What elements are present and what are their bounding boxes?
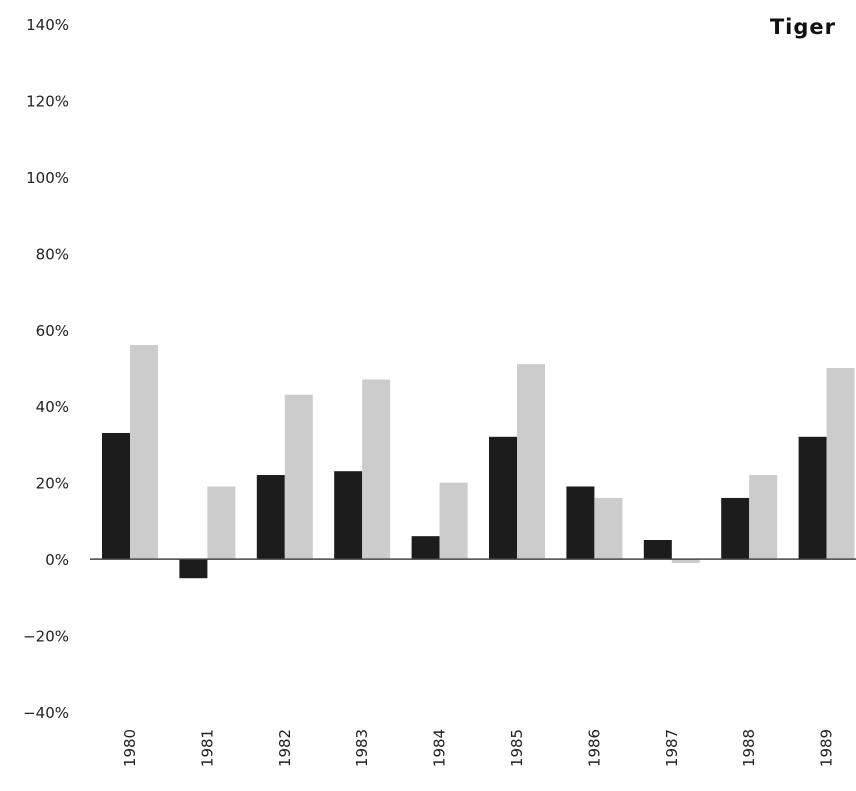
- bar-1988-series-2: [749, 475, 778, 560]
- bar-1987-series-1: [643, 540, 672, 560]
- bar-1985-series-2: [517, 364, 545, 560]
- bar-1984-series-1: [411, 536, 440, 560]
- bar-1981-series-2: [207, 486, 236, 560]
- bars: [102, 345, 855, 579]
- y-tick-label: 120%: [26, 92, 69, 110]
- bar-1988-series-1: [721, 497, 750, 560]
- x-tick-label: 1980: [121, 729, 139, 767]
- x-tick-label: 1986: [585, 729, 603, 767]
- bar-1985-series-1: [489, 436, 517, 560]
- chart-title: Tiger: [770, 15, 836, 39]
- bar-1980-series-1: [102, 432, 130, 560]
- x-tick-label: 1985: [508, 729, 526, 767]
- bar-1987-series-2: [671, 559, 700, 563]
- x-tick-label: 1984: [431, 729, 449, 767]
- x-tick-label: 1987: [663, 729, 681, 767]
- bar-1982-series-1: [256, 475, 285, 560]
- bar-1980-series-2: [130, 345, 158, 560]
- y-axis-ticks: 140% 120% 100% 80% 60% 40% 20% 0% −20% −40%: [23, 16, 69, 722]
- bar-1984-series-2: [439, 482, 468, 560]
- y-tick-label: 80%: [36, 245, 69, 263]
- x-tick-label: 1988: [740, 729, 758, 767]
- bar-1983-series-2: [362, 379, 391, 560]
- y-tick-label: −20%: [23, 628, 69, 646]
- x-tick-label: 1983: [353, 729, 371, 767]
- bar-1986-series-1: [566, 486, 595, 560]
- bar-1983-series-1: [334, 471, 363, 560]
- x-tick-label: 1981: [198, 729, 216, 767]
- bar-1989-series-1: [798, 436, 827, 560]
- y-tick-label: 0%: [45, 551, 69, 569]
- x-axis-ticks: 1980 1981 1982 1983 1984 1985 1986 1987 1988 1989: [121, 729, 836, 767]
- y-tick-label: 20%: [36, 475, 69, 493]
- y-tick-label: 60%: [36, 322, 69, 340]
- x-tick-label: 1982: [276, 729, 294, 767]
- x-tick-label: 1989: [818, 729, 836, 767]
- bar-1986-series-2: [594, 497, 623, 560]
- bar-1981-series-1: [179, 559, 208, 579]
- y-tick-label: 100%: [26, 169, 69, 187]
- y-tick-label: 40%: [36, 398, 69, 416]
- bar-1982-series-2: [284, 394, 313, 560]
- y-tick-label: −40%: [23, 704, 69, 722]
- y-tick-label: 140%: [26, 16, 69, 34]
- bar-1989-series-2: [826, 368, 855, 560]
